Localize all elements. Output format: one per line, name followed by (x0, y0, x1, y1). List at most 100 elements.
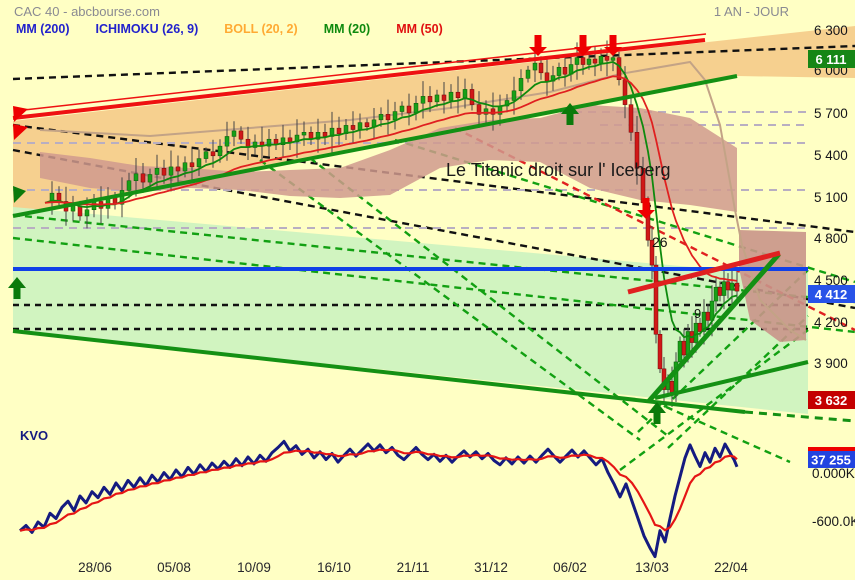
candle (701, 311, 707, 332)
candle (203, 151, 209, 159)
high-price-badge: 6 111 (808, 50, 855, 68)
candle (677, 340, 683, 363)
kvo-value-badge: 37 255 (808, 447, 855, 468)
candle (385, 114, 391, 121)
candle (336, 127, 342, 134)
candle (441, 94, 447, 101)
date-axis-label: 16/10 (317, 560, 351, 575)
indicator-legend: MM (200) ICHIMOKU (26, 9) BOLL (20, 2) MM (… (16, 22, 469, 36)
candle (469, 89, 475, 105)
candle (392, 111, 398, 121)
buy-arrow-icon (648, 402, 666, 413)
short-red-resistance (627, 250, 781, 295)
candle (476, 104, 482, 115)
price-axis-label: 5 700 (814, 106, 848, 121)
candle (378, 114, 384, 121)
candle (140, 173, 146, 183)
sell-arrow-icon (579, 35, 587, 47)
sell-arrow-icon (529, 47, 547, 56)
mm50-curve (44, 75, 738, 282)
date-axis-label: 13/03 (635, 560, 669, 575)
candle (126, 180, 132, 191)
candle (734, 282, 740, 292)
signal-arrows (8, 35, 666, 424)
candle (329, 127, 335, 137)
candle (315, 132, 321, 140)
price-axis-label: 6 300 (814, 23, 848, 38)
candle (224, 136, 230, 147)
candle (721, 281, 727, 296)
support-line (12, 329, 746, 414)
candle (518, 78, 524, 92)
price-axis-label: 4 500 (814, 273, 848, 288)
sell-arrow-icon (534, 35, 542, 47)
price-axis-label: 5 100 (814, 190, 848, 205)
candle (653, 264, 659, 335)
candle (634, 132, 640, 169)
dashed-trendline (744, 410, 855, 423)
candle (420, 96, 426, 104)
mm20-curve (44, 60, 738, 339)
date-axis-label: 21/11 (397, 560, 430, 575)
last-price-badge: 4 412 (808, 285, 855, 303)
support-zone (13, 207, 808, 414)
candle (556, 67, 562, 76)
svg-text:3 632: 3 632 (815, 393, 848, 408)
candle (210, 151, 216, 157)
left-edge-marker-icon (13, 106, 28, 122)
candle (610, 57, 616, 61)
legend-item: MM (200) (16, 22, 70, 36)
left-edge-marker-icon (13, 124, 28, 140)
legend-item: ICHIMOKU (26, 9) (95, 22, 199, 36)
dashed-trendline (12, 123, 855, 234)
candle (399, 105, 405, 112)
candle (280, 137, 286, 145)
candle (175, 166, 181, 172)
dashed-trendline (12, 213, 855, 304)
candle (705, 311, 711, 321)
candle (562, 67, 568, 75)
date-axis-label: 28/06 (78, 560, 112, 575)
candle (604, 55, 610, 61)
dashed-trendline (309, 157, 669, 437)
moving-averages (44, 60, 738, 339)
chart-title: CAC 40 - abcbourse.com (14, 4, 160, 19)
candle (455, 91, 461, 98)
legend-item: MM (20) (323, 22, 371, 36)
candle (532, 62, 538, 71)
trendlines (12, 33, 809, 414)
buy-arrow-icon (653, 413, 661, 424)
dashed-trendline (12, 44, 855, 81)
candle (525, 69, 531, 79)
sell-arrow-icon (637, 210, 655, 219)
kvo-panel (19, 439, 739, 559)
sell-arrow-icon (574, 47, 592, 56)
candle (357, 122, 363, 130)
price-axis-label: 4 200 (814, 315, 848, 330)
ichimoku-cloud (40, 105, 737, 212)
date-axis-label: 31/12 (474, 560, 508, 575)
candle (544, 72, 550, 82)
ichimoku-9-label: 9 (694, 306, 701, 321)
candle (657, 334, 663, 370)
candle (182, 162, 188, 172)
legend-item: BOLL (20, 2) (224, 22, 298, 36)
price-axis-label: 5 400 (814, 148, 848, 163)
candle (511, 90, 517, 101)
candle (434, 94, 440, 103)
dashed-trendline (619, 329, 809, 471)
svg-text:37 255: 37 255 (811, 453, 851, 468)
svg-text:6 111: 6 111 (815, 52, 846, 67)
candle (448, 91, 454, 101)
left-edge-marker-icon (13, 186, 26, 203)
candle (161, 168, 167, 176)
candle (490, 108, 496, 115)
low-price-badge: 3 632 (808, 391, 855, 409)
candle (669, 381, 675, 393)
candle (413, 103, 419, 114)
candle (598, 55, 604, 64)
price-axis-label: 3 900 (814, 356, 848, 371)
candle (84, 209, 90, 217)
